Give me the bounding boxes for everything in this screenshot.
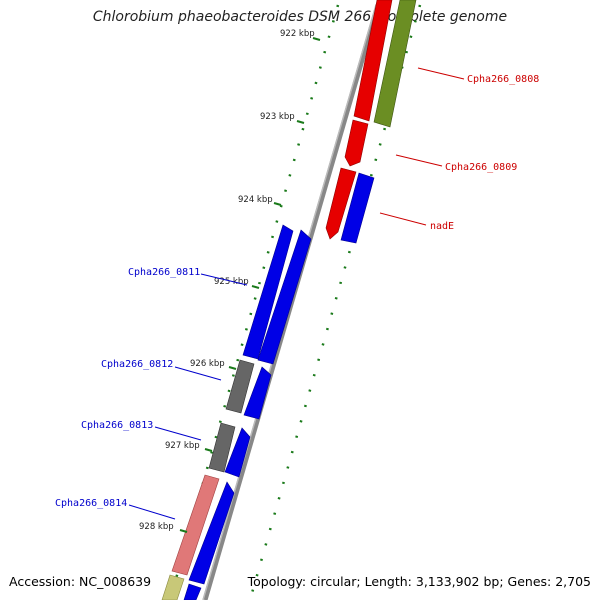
kbp-tick-924: 924 kbp (238, 195, 282, 206)
gene-cpha266-0808[interactable] (353, 0, 393, 122)
gene-label-nade[interactable]: nadE (379, 212, 454, 232)
kbp-label: 922 kbp (280, 29, 315, 39)
gene-reverse-bottom[interactable] (183, 583, 202, 600)
kbp-label: 923 kbp (260, 112, 295, 122)
gene-label-cpha266-0809[interactable]: Cpha266_0809 (395, 154, 517, 173)
gene-cpha266-0811[interactable] (242, 224, 294, 360)
gene-label-cpha266-0808[interactable]: Cpha266_0808 (417, 67, 539, 85)
gene-cpha266-0814[interactable] (188, 481, 235, 585)
gene-cpha266-0812-b[interactable] (243, 366, 272, 420)
kbp-label: 927 kbp (165, 441, 200, 451)
gene-cpha266-0813[interactable] (208, 422, 236, 473)
gene-label-text: nadE (430, 221, 454, 232)
topology-info: Topology: circular; Length: 3,133,902 bp… (247, 574, 591, 589)
gene-cpha266-0811-b[interactable] (257, 229, 312, 365)
gene-cpha266-0808-alt[interactable] (373, 0, 417, 128)
gene-other-bottom[interactable] (161, 574, 185, 600)
gene-cpha266-0812[interactable] (225, 359, 255, 414)
gene-label-text: Cpha266_0811 (128, 267, 200, 278)
gene-label-text: Cpha266_0809 (445, 162, 517, 173)
gene-label-text: Cpha266_0808 (467, 74, 539, 85)
kbp-label: 924 kbp (238, 195, 273, 205)
kbp-tick-928: 928 kbp (139, 522, 188, 533)
kbp-label: 928 kbp (139, 522, 174, 532)
gene-label-cpha266-0813[interactable]: Cpha266_0813 (81, 420, 202, 441)
kbp-tick-925: 925 kbp (214, 277, 260, 289)
gene-label-cpha266-0811[interactable]: Cpha266_0811 (128, 267, 248, 286)
kbp-tick-927: 927 kbp (165, 441, 213, 452)
gene-cpha266-0813-b[interactable] (224, 427, 251, 478)
gene-label-cpha266-0812[interactable]: Cpha266_0812 (101, 359, 222, 381)
gene-label-text: Cpha266_0814 (55, 498, 127, 509)
gene-label-cpha266-0814[interactable]: Cpha266_0814 (55, 498, 176, 520)
gene-nade[interactable] (325, 167, 357, 240)
kbp-label: 926 kbp (190, 359, 225, 369)
kbp-tick-923: 923 kbp (260, 112, 305, 124)
gene-cpha266-0814-rna[interactable] (171, 474, 220, 576)
kbp-tick-922: 922 kbp (280, 29, 321, 41)
gene-label-text: Cpha266_0813 (81, 420, 153, 431)
gene-label-text: Cpha266_0812 (101, 359, 173, 370)
gene-nade-reverse[interactable] (340, 172, 375, 244)
gene-cpha266-0809[interactable] (344, 119, 369, 167)
kbp-tick-926: 926 kbp (190, 359, 237, 370)
accession-info: Accession: NC_008639 (9, 574, 152, 589)
kbp-label: 925 kbp (214, 277, 249, 287)
